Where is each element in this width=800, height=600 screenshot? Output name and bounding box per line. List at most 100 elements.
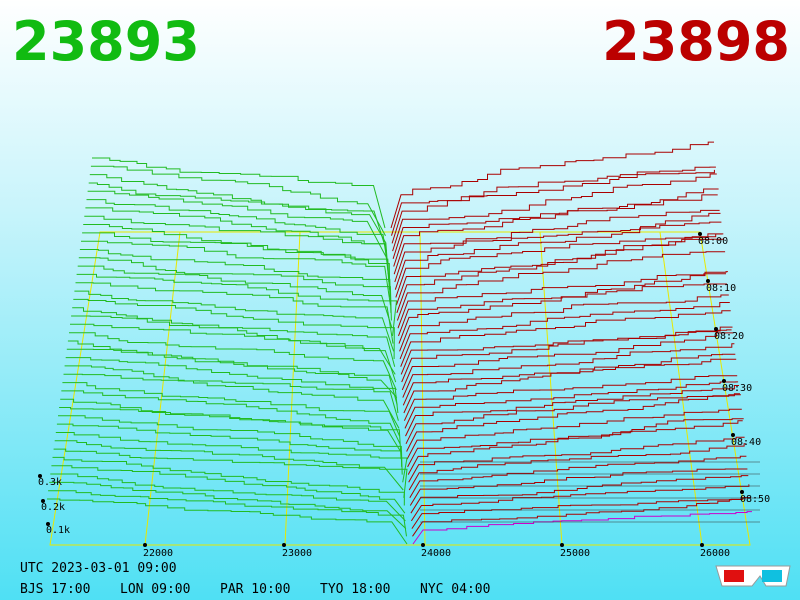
bid-curve — [90, 165, 386, 236]
bid-curve — [82, 232, 391, 298]
ask-curve — [400, 329, 732, 375]
bid-curve — [64, 365, 399, 421]
ask-curve — [410, 484, 750, 522]
bid-curve — [89, 174, 387, 244]
ask-curve — [396, 238, 725, 313]
timezone-label: PAR 10:00 — [220, 582, 290, 597]
ask-curve — [409, 468, 748, 506]
ask-price: 23898 — [602, 10, 790, 73]
time-tick-label: 08:40 — [731, 437, 761, 448]
tick-dot — [714, 327, 718, 331]
bid-curve — [65, 357, 399, 414]
bid-curve — [51, 465, 406, 514]
bid-curve — [74, 290, 395, 352]
bid-curve — [79, 249, 392, 313]
bid-curve — [70, 323, 397, 383]
ask-curve — [392, 194, 718, 259]
bid-curve — [50, 473, 406, 522]
ask-curve — [398, 283, 727, 337]
tick-dot — [722, 379, 726, 383]
ask-curve — [393, 188, 719, 267]
bid-curve — [77, 265, 393, 329]
ask-curve — [393, 209, 720, 275]
price-tick-label: 26000 — [700, 548, 730, 559]
ask-curve — [399, 302, 730, 360]
ask-curve — [407, 418, 744, 475]
bid-curve — [59, 407, 402, 460]
ask-curve — [412, 497, 752, 537]
bid-curve — [61, 390, 401, 445]
floor-line — [419, 231, 426, 546]
ask-curve — [398, 271, 728, 344]
bid-curve — [75, 282, 394, 344]
volume-tick-label: 0.3k — [38, 477, 62, 488]
tick-dot — [38, 474, 42, 478]
ask-curve — [401, 332, 734, 391]
timezone-label: BJS 17:00 — [20, 582, 90, 597]
timezone-label: LON 09:00 — [120, 582, 190, 597]
ask-curve — [406, 394, 741, 452]
bid-curve — [73, 298, 395, 360]
ask-curve — [395, 233, 723, 298]
bid-curve — [72, 307, 396, 367]
ask-curve — [400, 310, 731, 367]
bid-price: 23893 — [12, 10, 200, 73]
bid-curve — [53, 448, 408, 498]
ask-curve — [401, 326, 733, 383]
ask-curve — [412, 511, 752, 545]
tick-dot — [706, 279, 710, 283]
bid-curve — [55, 432, 408, 483]
time-tick-label: 08:50 — [740, 494, 770, 505]
bid-curve — [48, 490, 407, 537]
timezone-label: NYC 04:00 — [420, 582, 490, 597]
ask-curve — [403, 375, 738, 421]
ask-curve — [399, 294, 729, 352]
tick-dot — [698, 232, 702, 236]
ask-curve — [408, 436, 745, 483]
floor-line — [539, 231, 563, 546]
ask-curve — [396, 251, 726, 321]
bid-curve — [52, 456, 405, 506]
ask-curve — [405, 385, 739, 437]
tick-dot — [731, 433, 735, 437]
tick-dot — [282, 543, 286, 547]
ask-curve — [408, 443, 746, 491]
bid-curve — [84, 215, 390, 283]
bid-curve — [69, 332, 397, 391]
bid-curve — [86, 199, 389, 267]
ask-curve — [402, 343, 735, 398]
ask-curve — [394, 221, 722, 290]
bid-curve — [88, 182, 388, 252]
ask-curve — [404, 381, 739, 429]
bid-curve — [83, 224, 390, 290]
volume-tick-label: 0.2k — [41, 502, 65, 513]
ask-curve — [392, 173, 717, 252]
time-tick-label: 08:20 — [714, 331, 744, 342]
ask-curve — [390, 141, 714, 229]
bid-curve — [60, 398, 402, 452]
bid-curve — [47, 498, 408, 545]
time-tick-label: 08:10 — [706, 283, 736, 294]
ask-curve — [394, 212, 721, 283]
price-tick-label: 23000 — [282, 548, 312, 559]
ask-curve — [407, 420, 743, 468]
ask-curve — [406, 408, 742, 460]
ask-curve — [405, 393, 740, 445]
ask-curve — [411, 497, 751, 529]
tick-dot — [560, 543, 564, 547]
bid-curve — [85, 207, 389, 275]
floor-line — [284, 231, 301, 546]
bid-curve — [81, 240, 391, 306]
ask-curve — [403, 358, 737, 414]
tick-dot — [421, 543, 425, 547]
bid-curve — [63, 373, 400, 429]
bid-curve — [54, 440, 404, 491]
bid-curve — [58, 415, 403, 467]
ask-curve — [409, 455, 747, 499]
bid-curve — [78, 257, 392, 321]
ask-curve — [391, 169, 715, 236]
bid-curve — [49, 481, 407, 529]
price-tick-label: 22000 — [143, 548, 173, 559]
bid-curve — [92, 157, 386, 229]
axis-labels: 22000 23000 24000 25000 26000 08:00 08:10 08:20… — [38, 232, 770, 559]
